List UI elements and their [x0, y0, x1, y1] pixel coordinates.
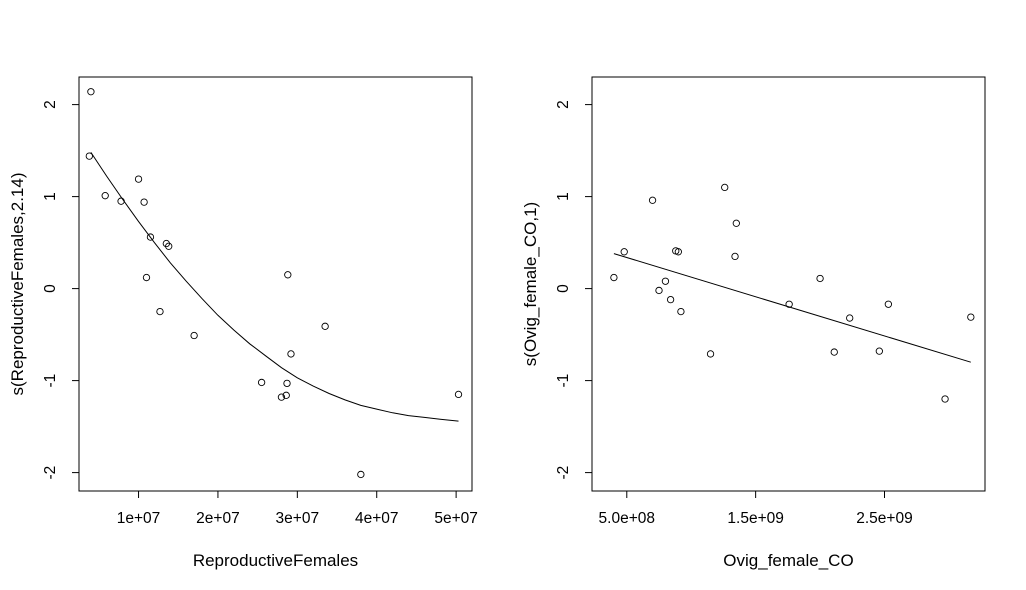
plot-frame: [78, 76, 473, 492]
data-point: [967, 313, 975, 321]
x-tick-label: 3e+07: [276, 510, 320, 527]
data-point: [655, 286, 663, 295]
x-tick-label: 4e+07: [355, 510, 399, 527]
data-point: [875, 347, 883, 355]
x-tick-label: 1e+07: [117, 510, 161, 527]
data-point: [134, 175, 143, 183]
data-point: [282, 391, 290, 399]
data-point: [674, 248, 682, 256]
data-point: [321, 322, 329, 330]
plot-frame: [591, 76, 986, 492]
x-axis-label: Ovig_female_CO: [723, 551, 853, 570]
data-point: [85, 152, 93, 160]
y-tick-label: 2: [42, 100, 59, 109]
y-tick-label: 0: [555, 284, 572, 293]
data-point: [454, 390, 463, 399]
data-point: [785, 300, 793, 308]
data-point: [721, 183, 729, 192]
data-point: [146, 233, 155, 241]
x-tick-label: 2.5e+09: [856, 510, 912, 527]
y-tick-label: 1: [42, 192, 59, 201]
y-tick-label: 2: [555, 100, 572, 109]
data-point: [117, 197, 125, 205]
data-point: [142, 273, 151, 282]
right-panel: 5.0e+08 1.5e+09 2.5e+09 -2 -1 0 1 2 Ovig_female_…: [521, 76, 986, 570]
smooth-line: [90, 152, 459, 422]
left-panel: 1e+07 2e+07 3e+07 4e+07 5e+07 -2 -1 0 1 2 Reproduc…: [8, 76, 478, 570]
data-point: [648, 196, 657, 204]
data-point: [283, 379, 291, 388]
y-axis-label: s(Ovig_female_CO,1): [521, 202, 540, 366]
data-point: [677, 307, 685, 316]
data-point: [257, 378, 266, 387]
data-point: [357, 470, 365, 479]
data-point: [610, 273, 618, 282]
x-axis-label: ReproductiveFemales: [193, 551, 358, 570]
data-point: [706, 350, 715, 358]
data-point: [732, 219, 740, 227]
data-point: [101, 192, 109, 200]
data-point: [156, 307, 164, 316]
data-point: [277, 393, 286, 401]
y-tick-label: 0: [42, 284, 59, 293]
y-axis-label: s(ReproductiveFemales,2.14): [8, 173, 27, 396]
data-point: [941, 395, 949, 403]
x-tick-label: 5e+07: [434, 510, 478, 527]
data-point: [620, 248, 628, 256]
data-point: [87, 88, 95, 96]
y-tick-label: -2: [555, 466, 572, 480]
y-tick-label: 1: [555, 192, 572, 201]
data-point: [731, 252, 739, 261]
x-tick-label: 2e+07: [196, 510, 240, 527]
data-point: [140, 198, 148, 206]
data-point: [661, 277, 670, 285]
data-point: [816, 274, 824, 283]
data-point: [666, 295, 675, 304]
y-tick-label: -2: [42, 466, 59, 480]
y-tick-label: -1: [42, 374, 59, 388]
x-tick-label: 1.5e+09: [727, 510, 783, 527]
data-point: [830, 348, 838, 356]
smooth-line: [613, 253, 971, 363]
data-point: [284, 271, 292, 279]
y-tick-label: -1: [555, 374, 572, 388]
data-point: [287, 350, 295, 358]
data-point: [190, 331, 198, 340]
data-point: [884, 300, 893, 308]
x-tick-label: 5.0e+08: [599, 510, 655, 527]
data-point: [846, 314, 854, 322]
data-point: [165, 242, 173, 250]
